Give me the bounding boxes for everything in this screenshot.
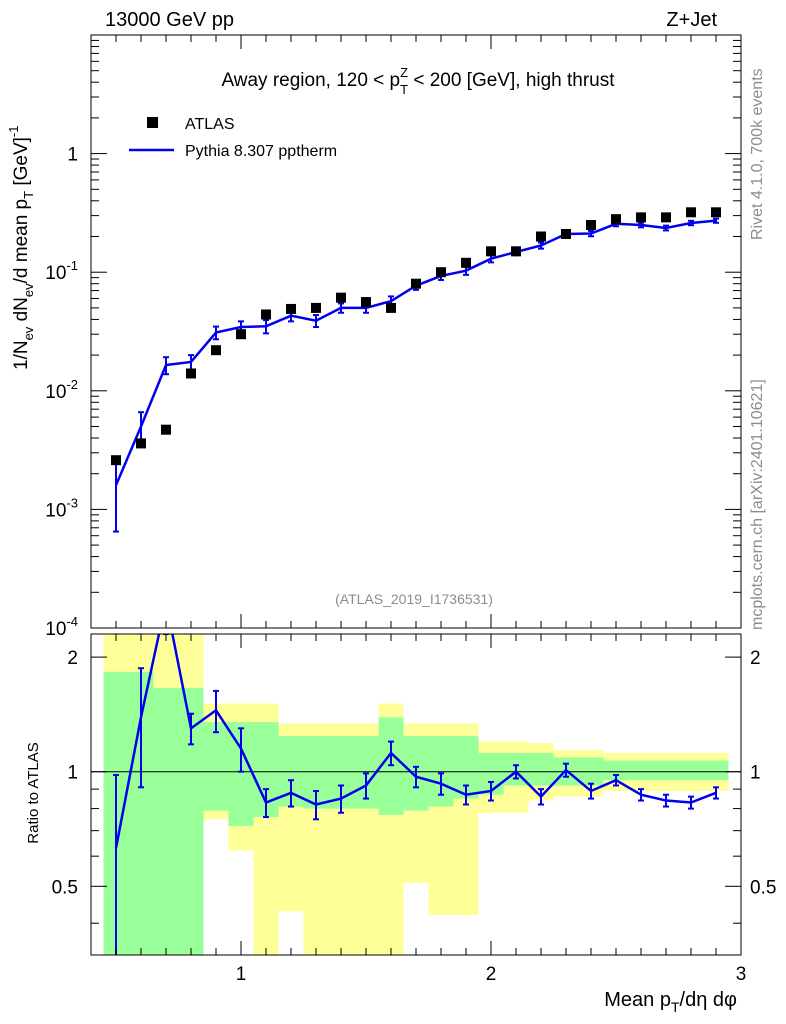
atlas-point	[636, 212, 646, 223]
ratio-tick-label-right: 2	[750, 648, 761, 669]
plot-title: Away region, 120 < pZ T < 200 [GeV], high…	[221, 65, 615, 97]
ratio-band-green	[603, 760, 629, 781]
y-tick-label: 10-4	[45, 614, 78, 640]
x-tick-label: 2	[486, 964, 497, 985]
ratio-series	[113, 634, 719, 955]
atlas-point	[486, 246, 496, 257]
x-axis-label: Mean pT/dη dφ	[604, 989, 737, 1015]
atlas-point	[586, 220, 596, 231]
legend-pythia-label: Pythia 8.307 pptherm	[185, 143, 337, 160]
atlas-point	[461, 257, 471, 268]
analysis-label: (ATLAS_2019_I1736531)	[335, 591, 493, 607]
ratio-band-green	[628, 760, 654, 781]
ratio-tick-label-left: 2	[67, 648, 78, 669]
atlas-point	[686, 207, 696, 218]
y-axis-label: 1/Nev dNev/d mean pT [GeV]-1	[6, 126, 36, 371]
rivet-label: Rivet 4.1.0, 700k events	[749, 68, 766, 240]
atlas-point	[111, 455, 121, 466]
atlas-point	[311, 302, 321, 313]
atlas-point	[536, 231, 546, 242]
x-tick-label: 1	[236, 964, 247, 985]
legend: ATLAS Pythia 8.307 pptherm	[129, 116, 337, 160]
process-label: Z+Jet	[666, 9, 717, 31]
ratio-tick-label-right: 0.5	[750, 877, 776, 898]
ratio-band-green	[203, 722, 229, 811]
atlas-point	[436, 267, 446, 278]
atlas-point	[511, 246, 521, 257]
atlas-point	[386, 302, 396, 313]
atlas-point	[711, 207, 721, 218]
atlas-point	[136, 438, 146, 449]
y-tick-label: 10-1	[45, 258, 78, 284]
x-tick-label: 3	[736, 964, 747, 985]
atlas-point	[411, 278, 421, 289]
ratio-band-green	[153, 687, 179, 955]
atlas-point	[286, 303, 296, 314]
ratio-tick-label-left: 0.5	[52, 877, 78, 898]
legend-atlas-marker	[147, 117, 158, 128]
y-tick-label: 10-2	[45, 377, 78, 403]
atlas-point	[261, 309, 271, 320]
energy-label: 13000 GeV pp	[105, 9, 234, 31]
y-tick-label: 1	[67, 145, 78, 166]
atlas-point	[611, 214, 621, 225]
y-tick-label: 10-3	[45, 495, 78, 521]
atlas-point	[336, 292, 346, 303]
atlas-point	[236, 329, 246, 340]
atlas-point	[561, 228, 571, 239]
ratio-bands	[103, 634, 729, 955]
pythia-line	[114, 219, 717, 486]
atlas-point	[361, 297, 371, 308]
legend-atlas-label: ATLAS	[185, 116, 235, 133]
ratio-band-green	[678, 760, 704, 781]
ratio-tick-label-left: 1	[67, 763, 78, 784]
ratio-y-axis-label: Ratio to ATLAS	[25, 742, 42, 843]
atlas-point	[186, 368, 196, 379]
ratio-tick-label-right: 1	[750, 763, 761, 784]
main-plot	[111, 207, 721, 533]
ratio-band-green	[703, 760, 729, 781]
atlas-point	[211, 345, 221, 356]
atlas-point	[161, 424, 171, 435]
ratio-plot	[91, 634, 741, 955]
ratio-band-green	[653, 760, 679, 781]
mcplots-label: mcplots.cern.ch [arXiv:2401.10621]	[749, 379, 766, 630]
atlas-point	[661, 212, 671, 223]
ratio-band-green	[528, 752, 554, 786]
